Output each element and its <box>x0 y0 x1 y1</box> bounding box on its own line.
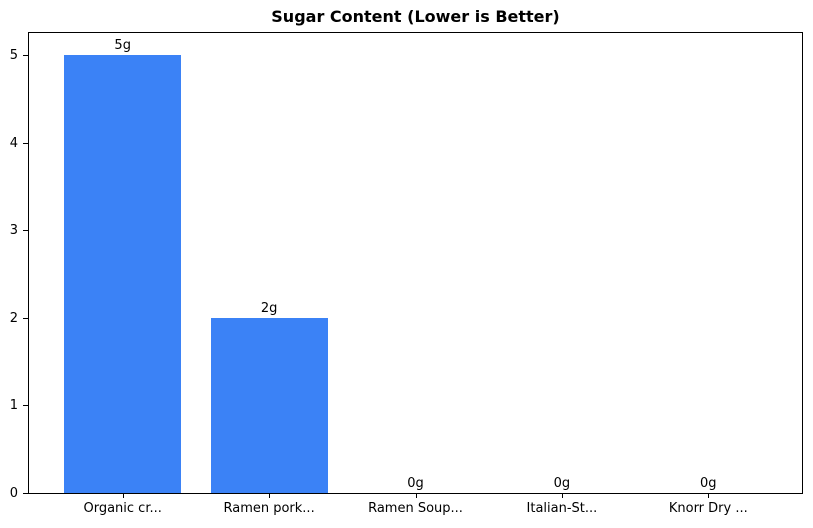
y-tick-label: 3 <box>9 223 18 239</box>
bar-value-label: 0g <box>700 476 717 491</box>
x-tick-mark <box>415 494 417 498</box>
x-axis-label: Italian-St... <box>526 501 598 516</box>
x-axis-label: Ramen pork... <box>223 501 315 516</box>
y-tick-mark <box>23 230 28 232</box>
y-tick-mark <box>23 54 28 56</box>
bar-value-label: 0g <box>553 476 571 491</box>
x-axis-label: Organic cr... <box>83 501 162 516</box>
bar-value-label: 5g <box>114 37 131 53</box>
y-tick-mark <box>23 405 28 407</box>
y-tick-mark <box>23 142 28 144</box>
bar <box>64 54 182 493</box>
x-tick-mark <box>269 494 271 498</box>
chart-title: Sugar Content (Lower is Better) <box>271 7 560 26</box>
x-axis-label: Knorr Dry ... <box>668 501 748 516</box>
y-tick-label: 2 <box>9 310 18 326</box>
y-tick-label: 4 <box>9 135 18 151</box>
y-tick-mark <box>23 493 28 494</box>
y-tick-label: 0 <box>9 486 18 501</box>
x-axis-label: Ramen Soup... <box>368 501 463 516</box>
y-tick-label: 1 <box>9 398 18 414</box>
bar <box>210 317 328 493</box>
plot-area: 5g 2g 0g 0g 0g <box>28 32 803 494</box>
y-tick-label: 5 <box>9 47 18 63</box>
x-tick-mark <box>561 494 563 498</box>
bar-value-label: 2g <box>260 300 278 316</box>
x-tick-mark <box>708 494 710 498</box>
y-tick-mark <box>23 317 28 319</box>
bar-value-label: 0g <box>407 476 424 491</box>
x-tick-mark <box>122 494 124 498</box>
